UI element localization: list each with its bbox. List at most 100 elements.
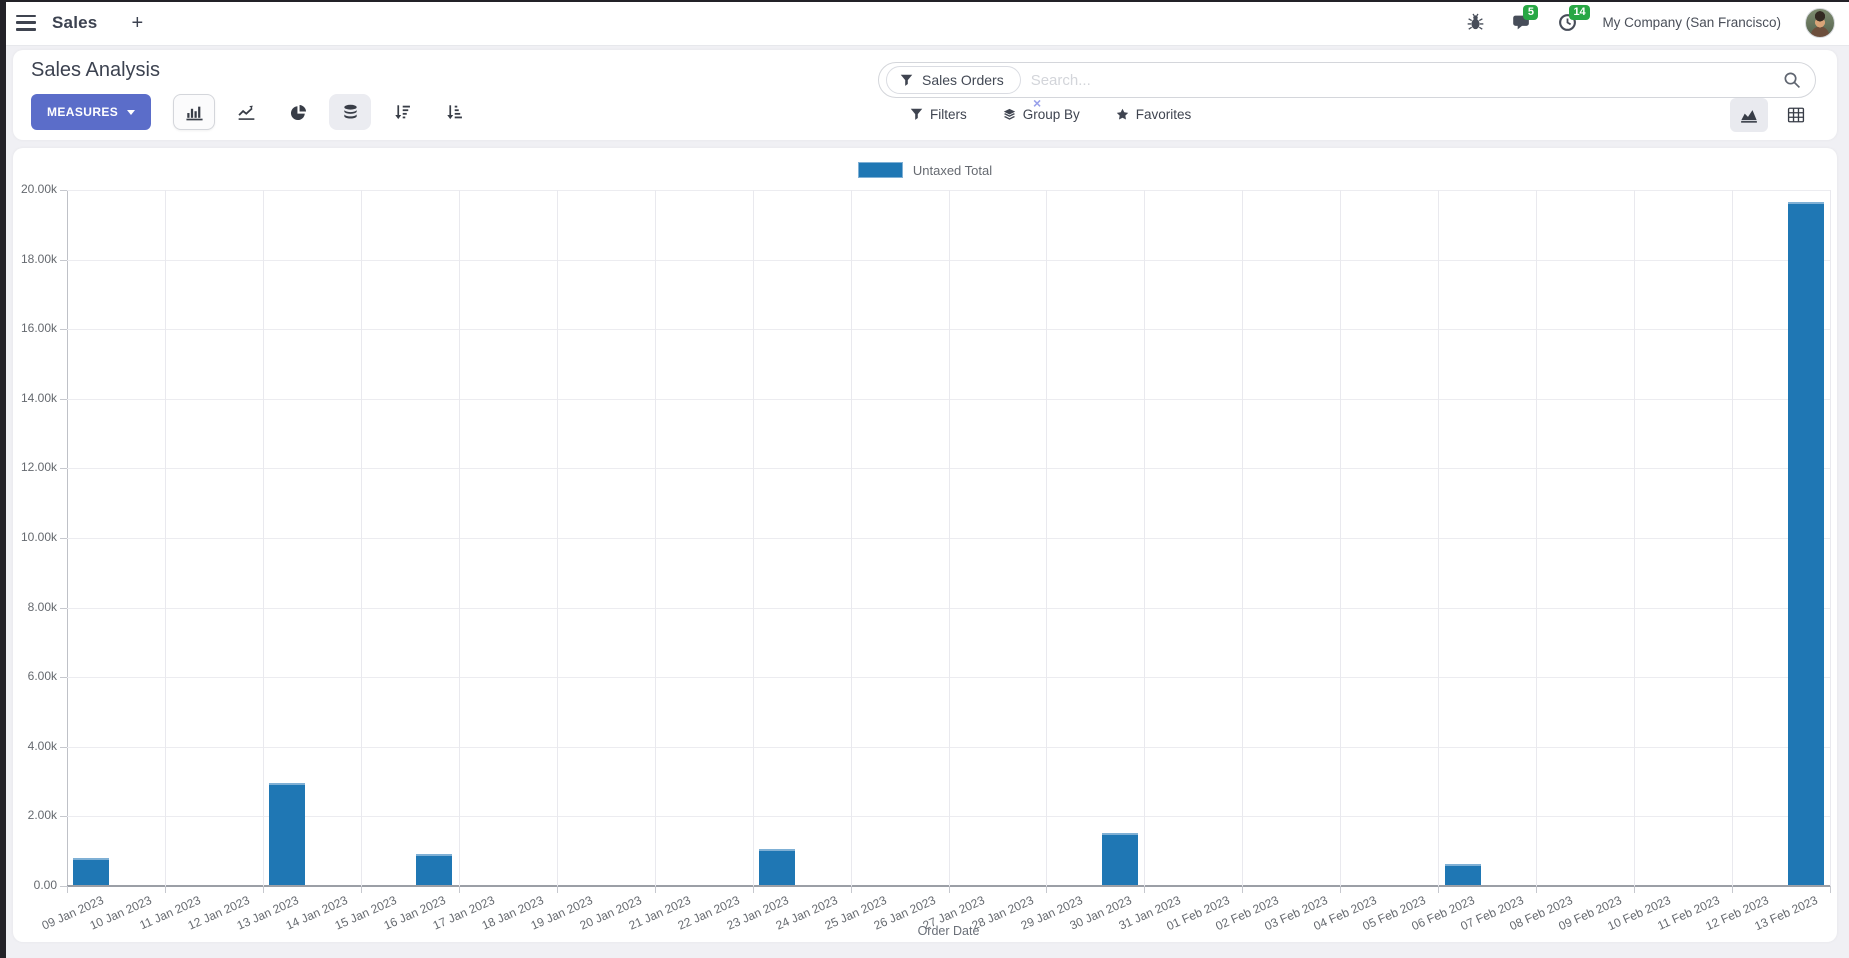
y-tick bbox=[60, 329, 67, 331]
v-gridline bbox=[1340, 190, 1342, 886]
y-axis-label: 16.00k bbox=[20, 321, 57, 336]
control-panel: Sales Analysis MEASURES bbox=[13, 50, 1837, 140]
v-gridline bbox=[948, 190, 950, 886]
v-gridline bbox=[752, 190, 754, 886]
layers-icon bbox=[1003, 108, 1015, 120]
v-gridline bbox=[164, 190, 166, 886]
chart-bar[interactable] bbox=[416, 854, 453, 885]
x-tick bbox=[1830, 886, 1831, 893]
debug-bug-icon[interactable] bbox=[1464, 12, 1486, 34]
graph-view-button[interactable] bbox=[1730, 98, 1768, 132]
x-tick bbox=[262, 886, 264, 893]
app-name[interactable]: Sales bbox=[52, 12, 98, 32]
x-axis-title: Order Date bbox=[917, 924, 980, 938]
pivot-view-button[interactable] bbox=[1777, 98, 1815, 132]
window-edge-left bbox=[0, 0, 6, 958]
v-gridline bbox=[850, 190, 852, 886]
x-tick bbox=[1340, 886, 1342, 893]
chart-bar[interactable] bbox=[1444, 864, 1481, 885]
view-switcher bbox=[1730, 98, 1815, 132]
chevron-down-icon bbox=[127, 109, 136, 115]
group-by-button[interactable]: Group By bbox=[1003, 107, 1080, 122]
search-bar[interactable]: Sales Orders × bbox=[878, 62, 1816, 110]
filters-button[interactable]: Filters bbox=[910, 107, 967, 122]
company-switcher[interactable]: My Company (San Francisco) bbox=[1602, 15, 1781, 30]
filters-label: Filters bbox=[930, 107, 967, 122]
v-gridline bbox=[556, 190, 558, 886]
x-tick bbox=[1438, 886, 1440, 893]
x-tick bbox=[1732, 886, 1734, 893]
y-axis-label: 10.00k bbox=[20, 530, 57, 544]
x-tick bbox=[556, 886, 558, 893]
apps-menu-icon[interactable] bbox=[16, 14, 36, 31]
page-title: Sales Analysis bbox=[31, 59, 160, 81]
group-by-label: Group By bbox=[1022, 107, 1080, 122]
chart-bar[interactable] bbox=[1787, 201, 1824, 885]
x-tick bbox=[654, 886, 656, 893]
facet-remove-button[interactable]: × bbox=[1033, 95, 1042, 111]
v-gridline bbox=[654, 190, 656, 886]
plot-area: 0.00 2.00k 4.00k 6.00k 8.00k 10.00k 12.00k 14.0… bbox=[21, 182, 1831, 933]
v-gridline bbox=[360, 190, 362, 886]
window-edge-top bbox=[0, 0, 1849, 2]
messages-count-badge: 5 bbox=[1523, 4, 1539, 20]
y-tick bbox=[60, 538, 67, 539]
line-chart-button[interactable] bbox=[225, 94, 267, 130]
measures-label: MEASURES bbox=[47, 105, 119, 119]
y-axis-label: 20.00k bbox=[20, 182, 57, 196]
v-gridline bbox=[1046, 190, 1048, 886]
v-gridline bbox=[458, 190, 460, 886]
chart-bar[interactable] bbox=[73, 857, 110, 885]
y-tick bbox=[60, 468, 67, 470]
graph-view: Untaxed Total 0.00 2.00k 4.00k 6.00k 8.00k 10… bbox=[13, 148, 1837, 942]
activities-clock-icon[interactable]: 14 bbox=[1556, 4, 1590, 34]
line-chart-icon bbox=[238, 105, 255, 120]
sort-desc-icon bbox=[394, 104, 410, 119]
x-tick bbox=[948, 886, 950, 893]
x-tick bbox=[752, 886, 754, 893]
chart-legend[interactable]: Untaxed Total bbox=[13, 162, 1837, 178]
y-axis-label: 14.00k bbox=[20, 390, 57, 405]
new-tab-button[interactable]: + bbox=[131, 11, 144, 34]
pie-chart-button[interactable] bbox=[277, 94, 319, 130]
sort-ascending-button[interactable] bbox=[433, 94, 475, 130]
filter-funnel-icon bbox=[900, 74, 913, 86]
chart-bar[interactable] bbox=[759, 849, 796, 885]
database-stack-icon bbox=[344, 104, 357, 119]
v-gridline bbox=[1536, 190, 1538, 886]
v-gridline bbox=[1634, 190, 1636, 886]
x-tick bbox=[1634, 886, 1636, 893]
legend-swatch bbox=[857, 162, 903, 178]
y-tick bbox=[60, 607, 67, 609]
y-axis-label: 12.00k bbox=[20, 460, 57, 475]
y-tick bbox=[60, 886, 67, 887]
user-avatar[interactable] bbox=[1805, 7, 1835, 38]
search-facet-sales-orders[interactable]: Sales Orders × bbox=[886, 66, 1041, 110]
favorites-button[interactable]: Favorites bbox=[1116, 107, 1191, 122]
bar-chart-button[interactable] bbox=[173, 94, 216, 130]
facet-label: Sales Orders bbox=[922, 72, 1004, 88]
x-tick bbox=[164, 886, 166, 893]
activities-count-badge: 14 bbox=[1569, 4, 1590, 20]
x-tick bbox=[1536, 886, 1538, 893]
search-icon[interactable] bbox=[1783, 71, 1801, 89]
stacked-toggle-button[interactable] bbox=[329, 94, 372, 130]
search-input[interactable] bbox=[1030, 71, 1783, 89]
x-tick bbox=[1144, 886, 1146, 893]
pivot-table-icon bbox=[1787, 107, 1805, 123]
area-chart-icon bbox=[1741, 110, 1757, 123]
messages-icon[interactable]: 5 bbox=[1510, 4, 1539, 34]
filter-funnel-icon bbox=[910, 108, 923, 120]
v-gridline bbox=[1830, 190, 1831, 886]
search-options-row: Filters Group By Favorites bbox=[910, 107, 1191, 122]
sort-descending-button[interactable] bbox=[381, 94, 423, 130]
v-gridline bbox=[1144, 190, 1146, 886]
chart-bar[interactable] bbox=[1101, 833, 1138, 885]
sort-asc-icon bbox=[446, 104, 462, 119]
y-axis-label: 4.00k bbox=[27, 738, 57, 753]
chart-bar[interactable] bbox=[269, 783, 306, 885]
y-axis-label: 6.00k bbox=[27, 669, 57, 684]
x-tick bbox=[850, 886, 852, 893]
y-tick bbox=[60, 746, 67, 748]
measures-button[interactable]: MEASURES bbox=[31, 94, 152, 130]
